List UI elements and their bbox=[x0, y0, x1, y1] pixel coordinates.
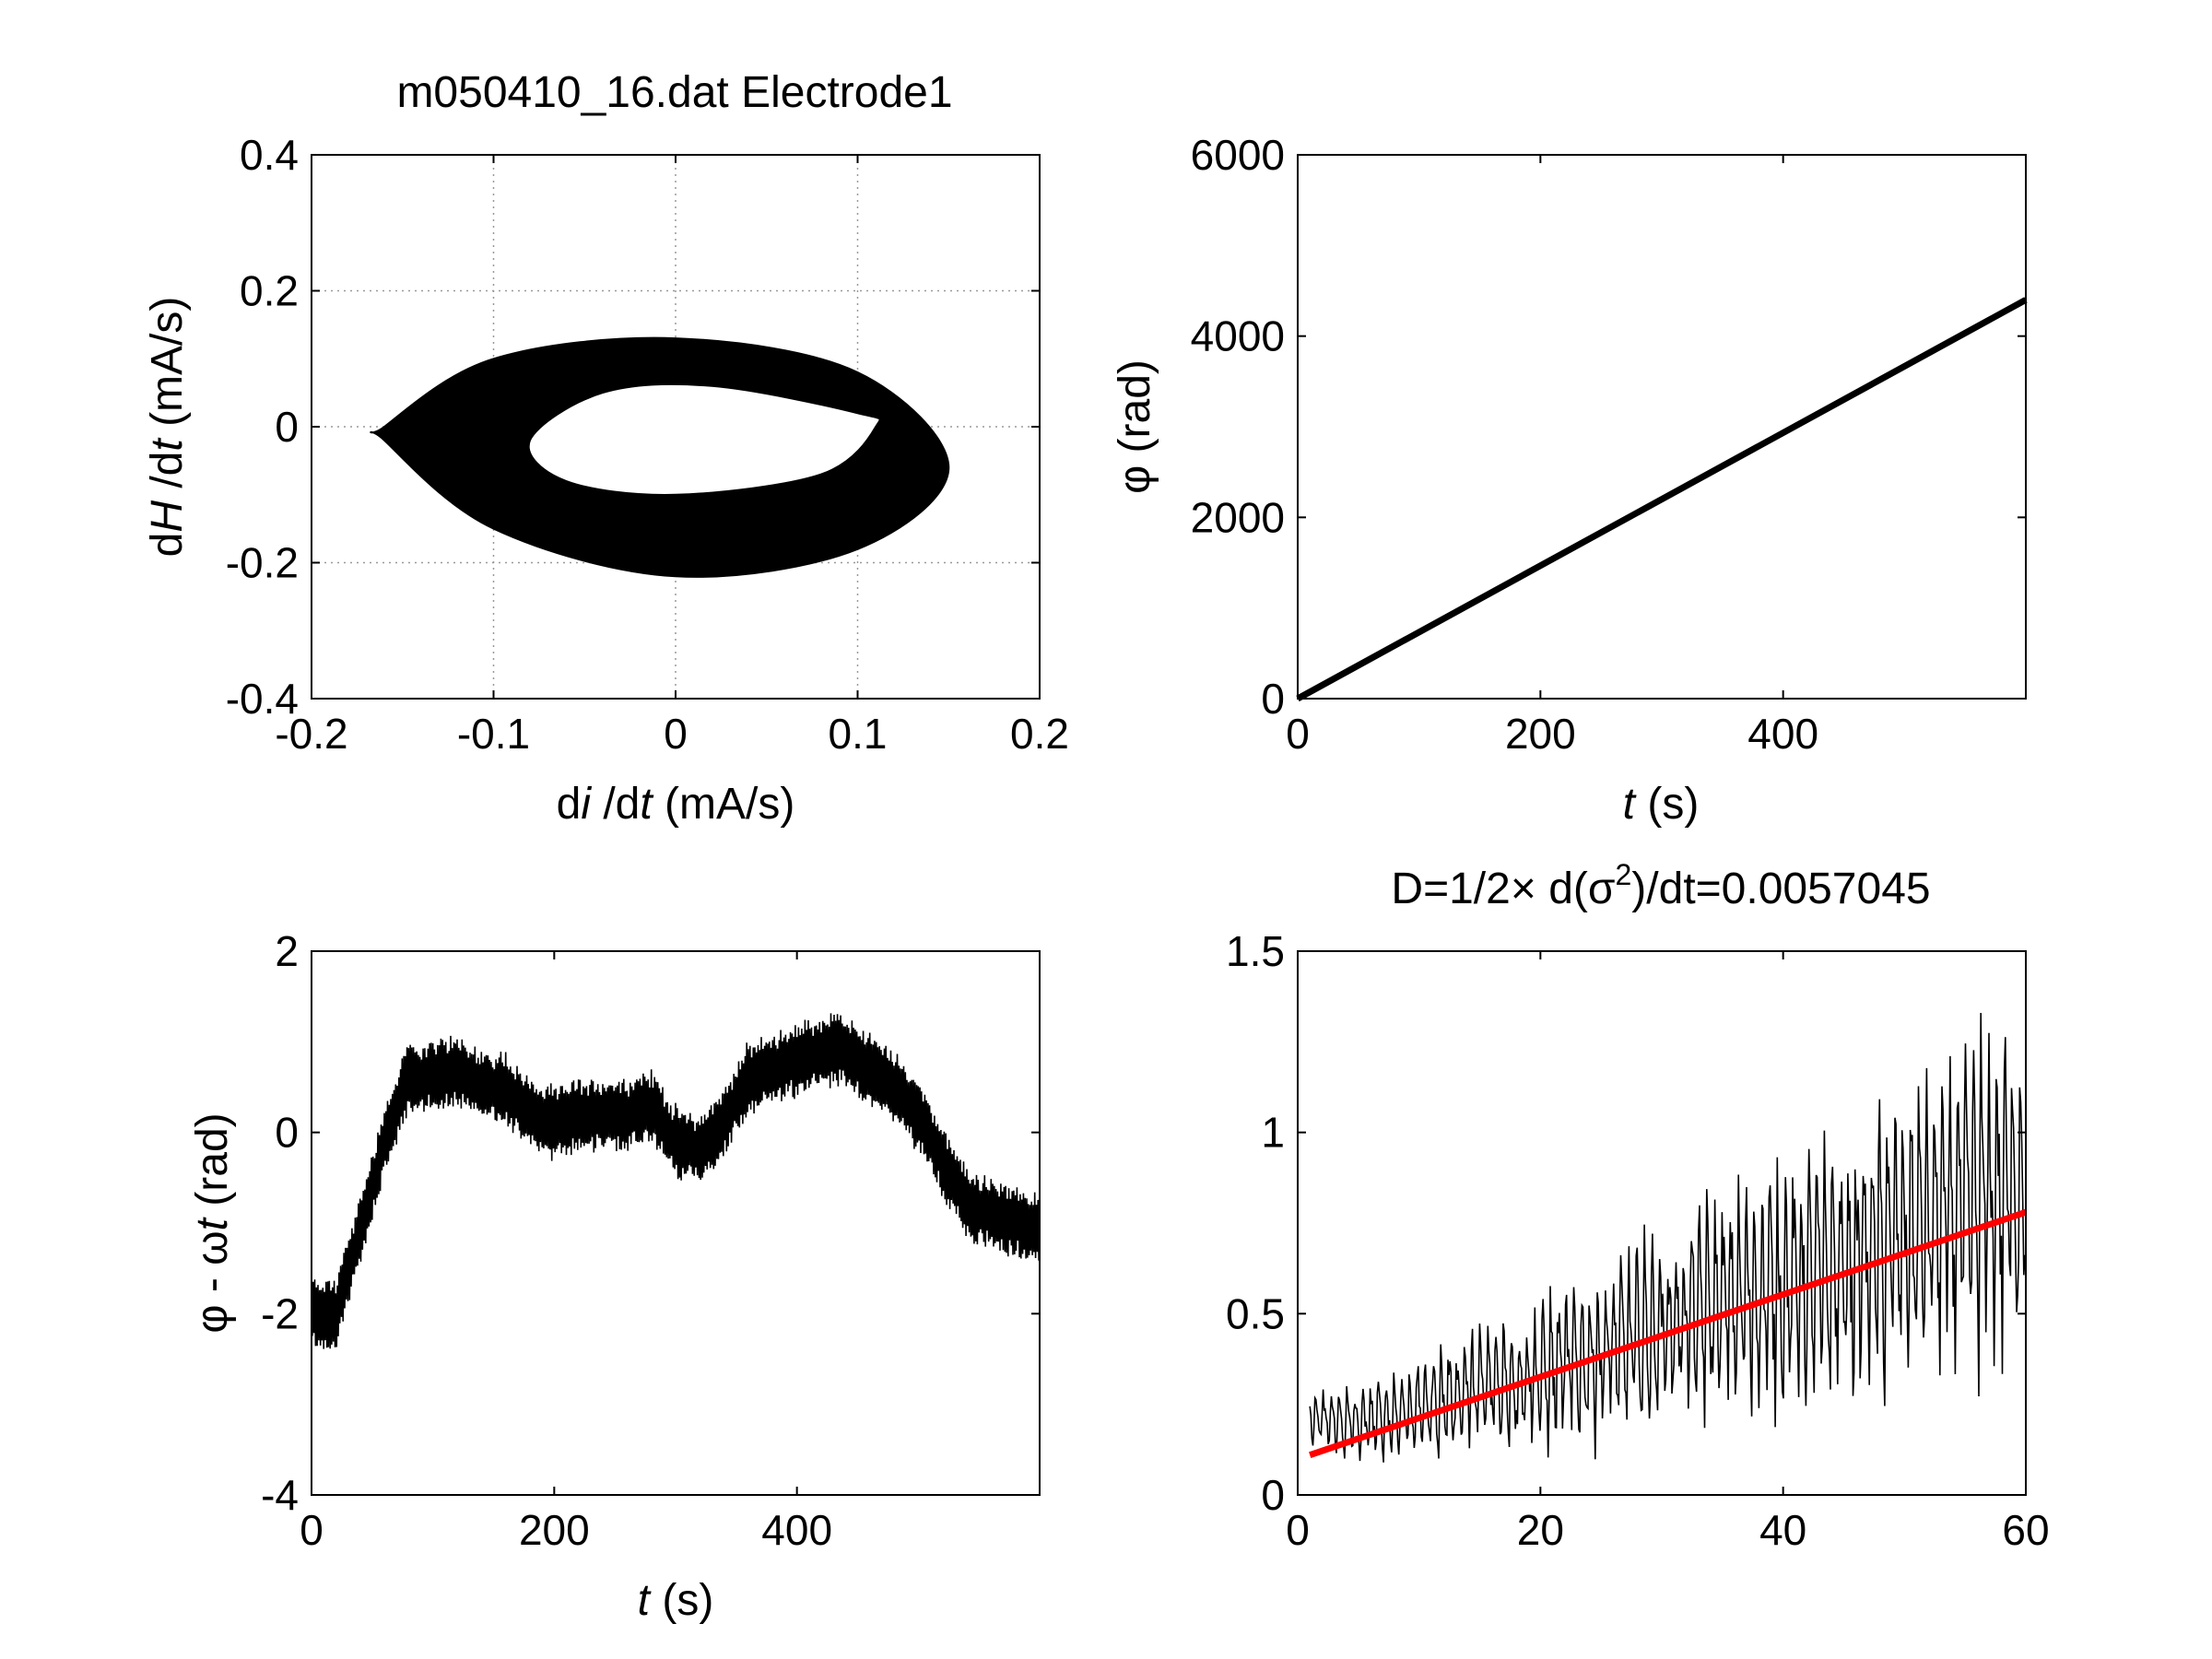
panel3-ytick-label: 0 bbox=[275, 1109, 299, 1157]
panel1-xlabel-part-5: (mA/s) bbox=[653, 780, 795, 829]
panel3-ylabel-part-3: (rad) bbox=[188, 1112, 237, 1218]
panel3-xlabel: t (s) bbox=[638, 1576, 714, 1625]
panel4-xtick-label: 60 bbox=[2002, 1506, 2049, 1554]
panel4-ticks: 0 20 40 60 0 0.5 1 1.5 bbox=[1226, 927, 2050, 1554]
panel3-xtick-label: 0 bbox=[300, 1506, 324, 1554]
panel1-xtick-label: 0.1 bbox=[829, 710, 888, 758]
panel2-phase-line bbox=[1296, 297, 2028, 702]
panel2-xtick-label: 400 bbox=[1747, 710, 1818, 758]
panel2-ytick-label: 4000 bbox=[1191, 312, 1285, 360]
panel1-xtick-label: -0.1 bbox=[457, 710, 530, 758]
panel2-xlabel-part-2: (s) bbox=[1635, 780, 1699, 829]
panel1-attractor-hole bbox=[527, 382, 881, 496]
panel-diffusion: D=1/2× d(σ2)/dt=0.0057045 0 20 40 60 0 0.5 1 1.… bbox=[1226, 858, 2050, 1554]
panel4-fit-line bbox=[1309, 1208, 2028, 1459]
panel1-xlabel-part-2: i bbox=[581, 780, 592, 829]
panel1-ytick-label: -0.2 bbox=[226, 539, 299, 587]
panel3-data bbox=[311, 1013, 1041, 1349]
panel2-xlabel: t (s) bbox=[1623, 780, 1700, 829]
panel4-xtick-label: 40 bbox=[1759, 1506, 1806, 1554]
panel3-ticks: 0 200 400 -4 -2 0 2 bbox=[261, 927, 1040, 1554]
panel2-ytick-label: 2000 bbox=[1191, 493, 1285, 541]
panel1-ylabel-part-5: (mA/s) bbox=[143, 297, 192, 440]
panel3-ylabel-part-2: t bbox=[188, 1217, 237, 1230]
panel3-xlabel-part-2: (s) bbox=[650, 1576, 713, 1625]
panel2-xlabel-part-1: t bbox=[1623, 780, 1637, 829]
panel4-title-part-3: )/dt=0.0057045 bbox=[1631, 865, 1930, 913]
panel1-ytick-label: 0.4 bbox=[240, 131, 299, 179]
panel1-ytick-label: -0.4 bbox=[226, 675, 299, 723]
panel1-xlabel-part-1: d bbox=[557, 780, 582, 829]
panel1-ytick-label: 0.2 bbox=[240, 267, 299, 315]
panel1-ylabel-part-4: t bbox=[143, 438, 192, 452]
panel4-title-superscript: 2 bbox=[1616, 858, 1632, 891]
panel1-ticks: -0.2 -0.1 0 0.1 0.2-0.4-0.200.20.4 bbox=[226, 131, 1069, 758]
panel4-ytick-label: 1.5 bbox=[1226, 927, 1285, 975]
panel4-title: D=1/2× d(σ2)/dt=0.0057045 bbox=[1391, 858, 1930, 913]
panel3-ylabel-part-1: φ - ω bbox=[188, 1230, 237, 1333]
panel4-title-part-1: D=1/2× d(σ bbox=[1391, 865, 1615, 913]
panel3-xtick-label: 400 bbox=[761, 1506, 832, 1554]
panel4-ytick-label: 0 bbox=[1261, 1471, 1285, 1519]
panel3-xlabel-part-1: t bbox=[638, 1576, 652, 1625]
panel1-xlabel: di /dt (mA/s) bbox=[557, 780, 795, 829]
panel1-xtick-label: 0 bbox=[664, 710, 688, 758]
panel3-ytick-label: 2 bbox=[275, 927, 299, 975]
panel1-title: m050410_16.dat Electrode1 bbox=[396, 68, 952, 117]
panel1-xlabel-part-3: /d bbox=[591, 780, 640, 829]
panel1-xlabel-part-4: t bbox=[640, 780, 653, 829]
panel-phase-portrait: m050410_16.dat Electrode1 -0.2 -0.1 0 0.1 0.… bbox=[143, 68, 1069, 829]
panel4-axes-box bbox=[1297, 950, 2027, 1496]
panel2-ytick-label: 0 bbox=[1261, 675, 1285, 723]
panel2-ylabel: φ (rad) bbox=[1111, 359, 1159, 494]
panel1-ylabel-part-2: H bbox=[143, 500, 192, 533]
panel4-ytick-label: 1 bbox=[1261, 1109, 1285, 1157]
panel3-axes-box bbox=[311, 950, 1041, 1496]
panel3-xtick-label: 200 bbox=[519, 1506, 590, 1554]
panel1-ylabel-part-3: /d bbox=[143, 452, 192, 500]
panel2-data bbox=[1296, 297, 2028, 702]
panel4-xtick-label: 20 bbox=[1517, 1506, 1564, 1554]
panel4-ytick-label: 0.5 bbox=[1226, 1289, 1285, 1337]
panel1-xtick-label: 0.2 bbox=[1010, 710, 1069, 758]
panel-phase-deviation: 0 200 400-4-202 t (s) φ - ωt (rad) bbox=[188, 927, 1041, 1625]
panel3-deviation-trace bbox=[311, 1013, 1041, 1349]
panel2-axes-box bbox=[1297, 154, 2027, 700]
panel1-ytick-label: 0 bbox=[275, 403, 299, 451]
panel1-ylabel-part-1: d bbox=[143, 533, 192, 558]
panel4-data bbox=[1309, 1012, 2028, 1463]
panel4-variance-trace bbox=[1309, 1012, 2027, 1463]
panel3-ytick-label: -2 bbox=[261, 1289, 299, 1337]
panel1-xtick-label: -0.2 bbox=[275, 710, 347, 758]
panel3-ylabel: φ - ωt (rad) bbox=[188, 1112, 237, 1333]
panel2-ytick-label: 6000 bbox=[1191, 131, 1285, 179]
panel4-xtick-label: 0 bbox=[1286, 1506, 1310, 1554]
panel1-data bbox=[370, 336, 950, 578]
panel2-xtick-label: 0 bbox=[1286, 710, 1310, 758]
panel3-ytick-label: -4 bbox=[261, 1471, 299, 1519]
panel1-ylabel: dH /dt (mA/s) bbox=[143, 297, 192, 558]
panel2-xtick-label: 200 bbox=[1505, 710, 1576, 758]
